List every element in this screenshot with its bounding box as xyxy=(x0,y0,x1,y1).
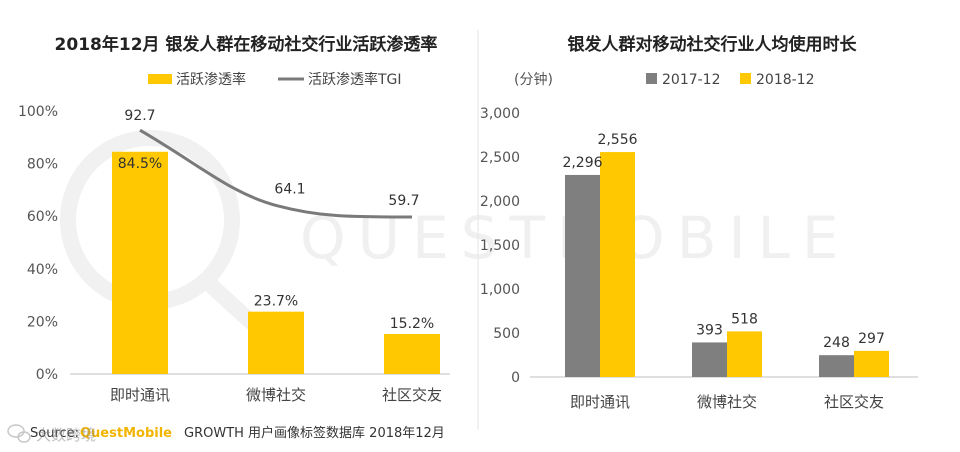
left-chart-title: 2018年12月 银发人群在移动社交行业活跃渗透率 xyxy=(55,34,438,55)
legend-swatch-2018 xyxy=(740,73,751,84)
x-category-label: 微博社交 xyxy=(246,386,306,404)
tgi-data-label: 92.7 xyxy=(124,108,155,124)
legend-swatch-2017 xyxy=(646,73,657,84)
bar-2018-community xyxy=(854,350,889,377)
left-bars xyxy=(112,151,440,374)
bar-data-label: 23.7% xyxy=(254,294,298,310)
bar-penetration-im xyxy=(112,151,168,374)
tgi-data-label: 59.7 xyxy=(388,193,419,209)
bar-data-label: 393 xyxy=(696,322,723,338)
left-x-axis: 即时通讯 微博社交 社区交友 xyxy=(110,386,442,404)
y-tick-label: 500 xyxy=(493,326,520,342)
right-chart-title: 银发人群对移动社交行业人均使用时长 xyxy=(568,34,858,55)
wechat-bubble-icon xyxy=(7,424,31,443)
y-tick-label: 20% xyxy=(27,314,58,330)
y-tick-label: 0 xyxy=(511,370,520,386)
y-tick-label: 100% xyxy=(18,104,58,120)
x-category-label: 社区交友 xyxy=(824,393,884,411)
tgi-line xyxy=(139,128,413,219)
legend-item-2018: 2018-12 xyxy=(740,72,815,88)
left-y-axis: 0% 20% 40% 60% 80% 100% xyxy=(18,104,58,383)
legend-item-line: 活跃渗透率TGI xyxy=(278,71,402,88)
y-tick-label: 80% xyxy=(27,157,58,173)
bar-data-label: 15.2% xyxy=(390,316,434,332)
right-legend: 2017-12 2018-12 xyxy=(646,72,815,88)
legend-label-tgi: 活跃渗透率TGI xyxy=(308,71,402,88)
overlay-text: 大数跨境 xyxy=(36,426,96,444)
bar-data-label: 248 xyxy=(823,335,850,351)
bar-data-label: 518 xyxy=(731,311,758,327)
bar-data-label: 84.5% xyxy=(118,156,162,172)
source-text: GROWTH 用户画像标签数据库 2018年12月 xyxy=(184,425,445,441)
source-label: Source: xyxy=(30,426,79,441)
bar-2017-weibo xyxy=(692,342,727,377)
right-data-labels: 2,296 393 248 2,556 518 297 xyxy=(562,132,884,351)
y-tick-label: 2,500 xyxy=(480,150,520,166)
source-brand: QuestMobile xyxy=(80,426,172,441)
right-chart: 银发人群对移动社交行业人均使用时长 (分钟) 2017-12 2018-12 0… xyxy=(480,34,918,411)
x-category-label: 社区交友 xyxy=(382,386,442,404)
bar-2018-im xyxy=(600,152,635,377)
legend-label-2017: 2017-12 xyxy=(662,72,721,88)
y-tick-label: 3,000 xyxy=(480,106,520,122)
y-tick-label: 40% xyxy=(27,262,58,278)
x-category-label: 微博社交 xyxy=(697,393,757,411)
right-y-axis: 0 500 1,000 1,500 2,000 2,500 3,000 xyxy=(480,106,520,386)
bar-2018-weibo xyxy=(727,331,762,377)
x-category-label: 即时通讯 xyxy=(110,386,170,404)
y-tick-label: 1,500 xyxy=(480,238,520,254)
bar-data-label: 2,556 xyxy=(597,132,637,148)
legend-item-bar: 活跃渗透率 xyxy=(148,71,246,88)
y-tick-label: 2,000 xyxy=(480,194,520,210)
legend-swatch-penetration xyxy=(148,74,172,84)
left-chart: 2018年12月 银发人群在移动社交行业活跃渗透率 活跃渗透率 活跃渗透率TGI… xyxy=(18,34,450,404)
y-axis-unit-label: (分钟) xyxy=(514,71,553,88)
bar-penetration-community xyxy=(384,334,440,374)
bar-2017-community xyxy=(819,355,854,377)
y-tick-label: 60% xyxy=(27,209,58,225)
y-tick-label: 1,000 xyxy=(480,282,520,298)
legend-item-2017: 2017-12 xyxy=(646,72,721,88)
bar-2017-im xyxy=(565,174,600,377)
bar-penetration-weibo xyxy=(248,311,304,374)
left-legend: 活跃渗透率 活跃渗透率TGI xyxy=(148,71,402,88)
y-tick-label: 0% xyxy=(36,367,58,383)
overlay-watermark: 大数跨境 xyxy=(7,424,96,444)
legend-label-2018: 2018-12 xyxy=(756,72,815,88)
right-bars xyxy=(565,152,889,377)
watermark: QUESTMOBILE xyxy=(60,130,839,336)
left-data-labels: 84.5% 23.7% 15.2% 92.7 64.1 59.7 xyxy=(118,108,434,332)
legend-label-penetration: 活跃渗透率 xyxy=(176,71,246,88)
tgi-data-label: 64.1 xyxy=(274,181,305,197)
bar-data-label: 297 xyxy=(858,331,885,347)
footer-source: Source: QuestMobile GROWTH 用户画像标签数据库 201… xyxy=(30,425,445,441)
x-category-label: 即时通讯 xyxy=(570,393,630,411)
bar-data-label: 2,296 xyxy=(562,155,602,171)
right-x-axis: 即时通讯 微博社交 社区交友 xyxy=(570,393,884,411)
